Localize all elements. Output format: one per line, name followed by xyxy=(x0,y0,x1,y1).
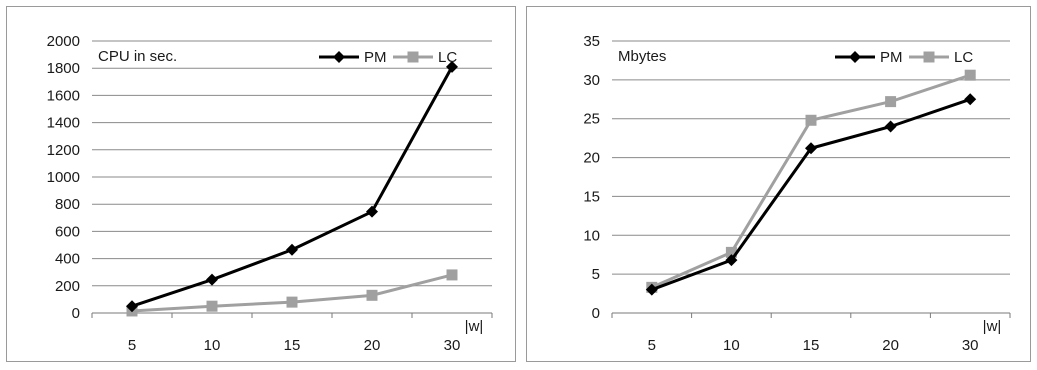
cpu-x-tick-label: 5 xyxy=(128,337,136,354)
memory-legend-lc-label: LC xyxy=(954,49,973,66)
cpu-series-lc-point xyxy=(366,289,378,301)
memory-chart-panel: 0 5 10 15 20 25 30 35 5 10 15 20 30 |w| Mbytes PM LC xyxy=(526,6,1031,362)
cpu-y-tick-label: 600 xyxy=(55,223,80,240)
memory-series-pm-point xyxy=(725,254,738,267)
cpu-y-tick-label: 400 xyxy=(55,251,80,268)
memory-y-axis-label: Mbytes xyxy=(618,48,666,65)
cpu-series-pm-point xyxy=(366,205,378,218)
cpu-y-axis-label: CPU in sec. xyxy=(98,48,177,65)
cpu-series-lc-point xyxy=(446,269,458,281)
memory-series-lc-line xyxy=(651,73,971,289)
memory-y-tick-label: 10 xyxy=(583,227,600,244)
memory-y-tick-label: 20 xyxy=(583,150,600,167)
cpu-series-lc-point xyxy=(286,296,298,308)
cpu-x-tick-label: 15 xyxy=(284,337,301,354)
cpu-legend-pm-label: PM xyxy=(364,49,387,66)
memory-series-lc-point xyxy=(885,96,897,108)
memory-x-tick-label: 20 xyxy=(882,337,899,354)
memory-y-tick-label: 25 xyxy=(583,111,600,128)
cpu-y-tick-label: 200 xyxy=(55,278,80,295)
cpu-series-pm-point xyxy=(446,60,458,73)
memory-series-pm-point xyxy=(645,283,658,296)
memory-y-tick-label: 5 xyxy=(592,266,600,283)
memory-legend-lc-marker xyxy=(923,51,935,63)
cpu-series-pm-point xyxy=(126,300,138,313)
memory-legend-pm-marker xyxy=(849,51,861,63)
memory-series-lc-point xyxy=(725,246,737,258)
cpu-chart-panel: 0 200 400 600 800 1000 1200 1400 1600 1800 2000 5 10… xyxy=(6,6,516,362)
memory-y-tick-label: 35 xyxy=(583,33,600,50)
memory-x-axis-label: |w| xyxy=(983,318,1002,335)
memory-series-lc-point xyxy=(964,69,976,81)
cpu-y-tick-label: 1800 xyxy=(47,60,80,77)
memory-series-lc-point xyxy=(805,114,817,126)
memory-legend-pm-label: PM xyxy=(880,49,903,66)
cpu-series-lc-point xyxy=(206,300,218,312)
memory-y-tick-label: 0 xyxy=(592,305,600,322)
cpu-y-tick-label: 1000 xyxy=(47,169,80,186)
cpu-y-tick-label: 0 xyxy=(72,305,80,322)
cpu-legend-lc-marker xyxy=(407,51,419,63)
cpu-y-tick-label: 1200 xyxy=(47,142,80,159)
cpu-x-tick-label: 30 xyxy=(444,337,461,354)
cpu-series-pm-line xyxy=(131,66,454,308)
cpu-legend-pm-marker xyxy=(333,51,345,63)
cpu-chart: 0 200 400 600 800 1000 1200 1400 1600 1800 2000 5 10… xyxy=(47,33,493,354)
memory-x-tick-label: 15 xyxy=(803,337,820,354)
memory-x-tick-label: 5 xyxy=(648,337,656,354)
memory-series-pm-point xyxy=(964,93,977,106)
cpu-y-tick-label: 1400 xyxy=(47,115,80,132)
cpu-legend-lc-label: LC xyxy=(438,49,457,66)
cpu-y-tick-label: 1600 xyxy=(47,87,80,104)
cpu-x-tick-label: 10 xyxy=(204,337,221,354)
cpu-x-tick-label: 20 xyxy=(364,337,381,354)
cpu-y-tick-label: 800 xyxy=(55,196,80,213)
memory-y-tick-label: 30 xyxy=(583,72,600,89)
cpu-y-tick-label: 2000 xyxy=(47,33,80,50)
cpu-x-axis-label: |w| xyxy=(465,318,484,335)
memory-series-pm-point xyxy=(805,142,817,155)
memory-series-pm-line xyxy=(651,97,971,292)
cpu-series-pm-point xyxy=(286,243,298,256)
memory-y-tick-label: 15 xyxy=(583,188,600,205)
memory-x-tick-label: 10 xyxy=(723,337,740,354)
memory-x-tick-label: 30 xyxy=(962,337,979,354)
cpu-series-pm-point xyxy=(206,273,218,286)
memory-series-pm-point xyxy=(884,120,897,133)
